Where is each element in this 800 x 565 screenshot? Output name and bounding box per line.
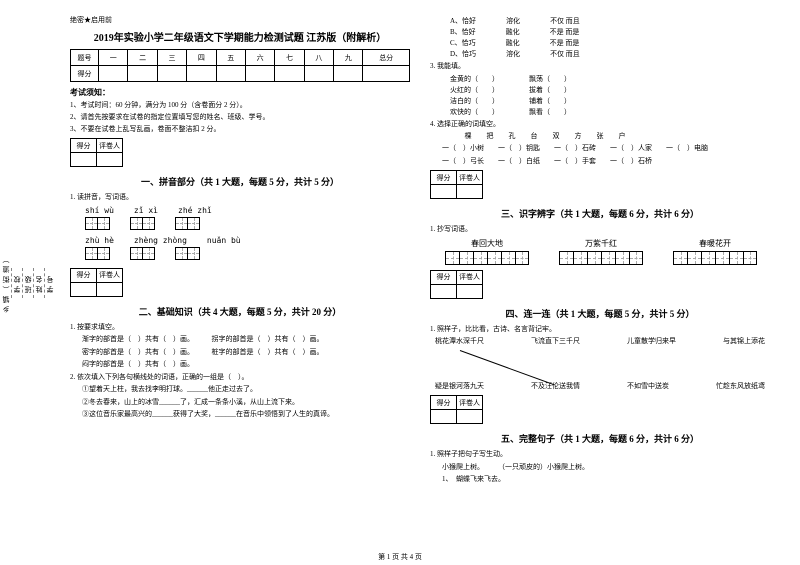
score-col: 五	[216, 50, 245, 66]
score-col: 七	[275, 50, 304, 66]
score-col: 八	[304, 50, 333, 66]
char-input-box[interactable]	[85, 217, 110, 230]
pinyin-label: zhù hè	[85, 236, 114, 245]
example-b: （一只顽皮的）小猴爬上树。	[502, 463, 590, 471]
match-item: 飞流直下三千尺	[531, 336, 580, 346]
match-item: 桃花潭水深千尺	[435, 336, 484, 346]
pinyin-label: shí wù	[85, 206, 114, 215]
idiom-label: 春回大地	[445, 238, 529, 249]
option-row[interactable]: D、恰巧溶化不仅 而且	[450, 49, 770, 59]
option-row[interactable]: B、恰好融化不是 而是	[450, 27, 770, 37]
option-row[interactable]: C、恰巧融化不是 而是	[450, 38, 770, 48]
example-a: 小猴爬上树。	[442, 463, 481, 471]
char-input-box[interactable]	[175, 217, 200, 230]
idiom-input[interactable]	[445, 251, 529, 265]
notice-item: 1、考试时间：60 分钟，满分为 100 分（含卷面分 2 分）。	[70, 101, 410, 111]
pinyin-label: nuǎn bù	[207, 236, 241, 245]
exam-title: 2019年实验小学二年级语文下学期能力检测试题 江苏版（附解析）	[70, 29, 410, 44]
fill-line[interactable]: 一（ ）弓长 一（ ）白纸 一（ ）手套 一（ ）石桥	[442, 156, 770, 167]
char-input-box[interactable]	[175, 247, 200, 260]
score-row-label: 题号	[71, 50, 99, 66]
section-5-title: 五、完整句子（共 1 大题，每题 6 分，共计 6 分）	[430, 432, 770, 445]
notice-item: 3、不要在试卷上乱写乱画，卷面不整洁扣 2 分。	[70, 125, 410, 135]
grader-table: 得分评卷人	[430, 270, 483, 299]
question-text: 2. 依次填入下列各句横线处的词语，正确的一组是（ ）。	[70, 372, 410, 383]
question-text: 1. 抄写词语。	[430, 224, 770, 235]
match-item: 儿童散学归来早	[627, 336, 676, 346]
question-line: ③这位音乐家最高兴的______获得了大奖，______在音乐中领悟到了人生的真…	[82, 409, 410, 420]
fill-pair[interactable]: 金黄的（ ）飘荡（ ）	[450, 74, 770, 84]
fill-line[interactable]: 一（ ）小树 一（ ）钥匙 一（ ）石砖 一（ ）人家 一（ ）电脑	[442, 143, 770, 154]
char-bank: 棵把孔台 双方张户	[460, 131, 770, 141]
question-text: 3. 我能填。	[430, 61, 770, 72]
score-col: 六	[245, 50, 274, 66]
match-item: 不及汪伦送我情	[531, 381, 580, 391]
question-text: 1. 按要求填空。	[70, 322, 410, 333]
option-row[interactable]: A、恰好溶化不仅 而且	[450, 16, 770, 26]
char-input-box[interactable]	[130, 247, 155, 260]
score-col: 二	[128, 50, 157, 66]
notice-item: 2、请首先按要求在试卷的指定位置填写您的姓名、班级、学号。	[70, 113, 410, 123]
match-item: 不如雪中送炭	[627, 381, 669, 391]
grader-table: 得分评卷人	[70, 268, 123, 297]
section-1-title: 一、拼音部分（共 1 大题，每题 5 分，共计 5 分）	[70, 175, 410, 188]
matching-area[interactable]: 桃花潭水深千尺 飞流直下三千尺 儿童散学归来早 与其锦上添花 疑是银河落九天 不…	[430, 336, 770, 391]
question-text: 1. 读拼音，写词语。	[70, 192, 410, 203]
grader-table: 得分评卷人	[70, 138, 123, 167]
match-item: 与其锦上添花	[723, 336, 765, 346]
grader-table: 得分评卷人	[430, 395, 483, 424]
idiom-label: 春暖花开	[673, 238, 757, 249]
fill-pair[interactable]: 洁白的（ ）铺着（ ）	[450, 96, 770, 106]
grader-table: 得分评卷人	[430, 170, 483, 199]
binding-label: 班级	[23, 273, 33, 293]
score-col: 三	[157, 50, 186, 66]
score-col: 四	[187, 50, 216, 66]
section-3-title: 三、识字辨字（共 1 大题，每题 6 分，共计 6 分）	[430, 207, 770, 220]
notice-heading: 考试须知：	[70, 87, 410, 98]
match-item: 疑是银河落九天	[435, 381, 484, 391]
question-text: 4. 选择正确的词填空。	[430, 119, 770, 130]
idiom-input[interactable]	[673, 251, 757, 265]
confidential-label: 绝密★启用前	[70, 15, 410, 25]
sentence-item[interactable]: 1、 蝴蝶飞来飞去。	[442, 474, 770, 485]
score-col: 总分	[363, 50, 410, 66]
fill-pair[interactable]: 火红的（ ）拔着（ ）	[450, 85, 770, 95]
question-line: ②冬去春来，山上的冰雪______了，汇成一条条小溪，从山上流下来。	[82, 397, 410, 408]
match-item: 忙趁东风放纸鸢	[716, 381, 765, 391]
binding-label: 学校	[12, 273, 22, 293]
fill-line[interactable]: 密字的部首是（ ）共有（ ）画。 桩字的部首是（ ）共有（ ）画。	[82, 347, 410, 358]
score-table: 题号 一 二 三 四 五 六 七 八 九 总分 得分	[70, 49, 410, 82]
fill-line[interactable]: 渐字的部首是（ ）共有（ ）画。 拐字的部首是（ ）共有（ ）画。	[82, 334, 410, 345]
pinyin-label: zhèng zhòng	[134, 236, 187, 245]
fill-line[interactable]: 闷字的部首是（ ）共有（ ）画。	[82, 359, 410, 370]
char-input-box[interactable]	[130, 217, 155, 230]
question-text: 1. 照样子把句子写生动。	[430, 449, 770, 460]
section-4-title: 四、连一连（共 1 大题，每题 5 分，共计 5 分）	[430, 307, 770, 320]
pinyin-label: zhé zhǐ	[178, 206, 212, 215]
char-input-box[interactable]	[85, 247, 110, 260]
idiom-input[interactable]	[559, 251, 643, 265]
idiom-label: 万紫千红	[559, 238, 643, 249]
score-col: 一	[99, 50, 128, 66]
section-2-title: 二、基础知识（共 4 大题，每题 5 分，共计 20 分）	[70, 305, 410, 318]
binding-label: 学号	[45, 273, 55, 293]
score-row-label: 得分	[71, 66, 99, 82]
binding-label: 姓名	[34, 273, 44, 293]
question-text: 1. 照样子，比比看，古诗、名言背记牢。	[430, 324, 770, 335]
binding-label: 乡镇（街道）	[1, 253, 11, 313]
question-line: ①望着天上柱，我去找李明打球。______他正走过去了。	[82, 384, 410, 395]
page-footer: 第 1 页 共 4 页	[0, 552, 800, 562]
pinyin-label: zǐ xì	[134, 206, 158, 215]
fill-pair[interactable]: 欢快的（ ）飘看（ ）	[450, 107, 770, 117]
score-col: 九	[334, 50, 363, 66]
